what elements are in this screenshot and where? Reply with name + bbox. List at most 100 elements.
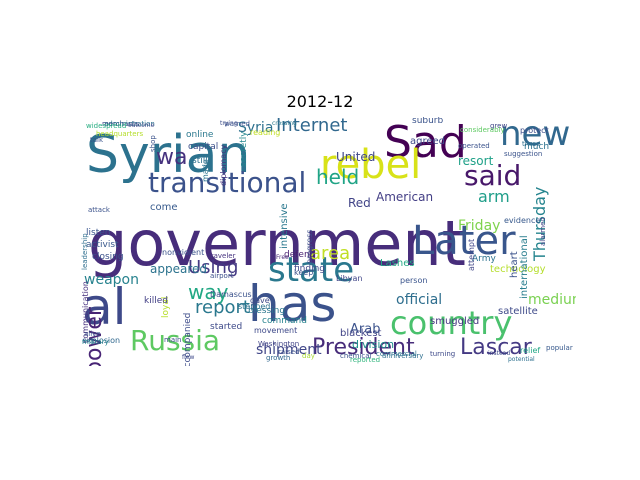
cloud-word: arm xyxy=(478,187,510,206)
cloud-word: nonviolent xyxy=(162,248,205,257)
cloud-word: warned xyxy=(224,120,250,128)
chart-title: 2012-12 xyxy=(286,92,354,111)
cloud-word: talk xyxy=(90,136,104,144)
cloud-word: activist xyxy=(86,240,119,250)
cloud-word: diplomacy xyxy=(219,144,228,186)
cloud-word: reading xyxy=(250,128,281,137)
cloud-word: satellite xyxy=(498,306,538,317)
cloud-word: traveler xyxy=(208,252,236,260)
cloud-word: President xyxy=(312,335,415,360)
cloud-word: Libyan xyxy=(336,274,363,283)
cloud-word: report xyxy=(195,297,250,318)
cloud-word: Internet xyxy=(276,117,348,136)
cloud-word: capital xyxy=(188,142,219,152)
cloud-word: killed xyxy=(144,296,168,306)
cloud-word: merchants xyxy=(102,120,140,128)
cloud-word: outcome xyxy=(128,122,155,129)
cloud-word: movement xyxy=(254,326,298,335)
cloud-word: heart xyxy=(509,251,520,278)
cloud-word: explosion xyxy=(82,336,121,345)
cloud-word: airport xyxy=(210,272,234,280)
cloud-word: chemical xyxy=(340,352,372,360)
cloud-word: evidence xyxy=(504,216,541,225)
cloud-word: Free xyxy=(276,254,289,261)
cloud-word: blessing xyxy=(248,306,286,316)
cloud-word: Russia xyxy=(130,324,221,357)
cloud-word: rebel xyxy=(320,142,422,188)
cloud-word: progress xyxy=(305,229,314,264)
cloud-word: area xyxy=(310,243,351,264)
cloud-word: come xyxy=(150,202,178,213)
cloud-word: online xyxy=(186,130,214,140)
cloud-word: United xyxy=(336,150,376,164)
cloud-word: held xyxy=(316,165,360,189)
cloud-word: closing xyxy=(92,252,124,262)
cloud-word: secretly xyxy=(239,131,249,167)
cloud-word: alive xyxy=(84,330,101,338)
cloud-word: blackest xyxy=(340,328,382,339)
cloud-word: headquarters xyxy=(96,130,144,138)
cloud-word: leadership xyxy=(81,233,89,270)
cloud-word: person xyxy=(400,276,428,285)
cloud-word: trying xyxy=(220,120,238,127)
cloud-word: widespread xyxy=(86,122,127,130)
cloud-word: Syrian xyxy=(86,125,251,185)
cloud-word: smuggled xyxy=(430,316,480,327)
cloud-word: has xyxy=(248,275,337,333)
cloud-word: American xyxy=(376,190,434,204)
cloud-word: three xyxy=(522,140,541,148)
cloud-word: defend xyxy=(284,250,316,260)
cloud-word: Damascus xyxy=(210,290,252,299)
cloud-word: administration xyxy=(104,120,155,128)
cloud-word: stepped xyxy=(238,302,271,311)
cloud-word: protect xyxy=(520,126,549,135)
cloud-word: turning xyxy=(430,350,456,358)
cloud-word: weapon xyxy=(84,272,139,288)
cloud-word: anniversary xyxy=(382,352,424,360)
cloud-word: Syria xyxy=(238,120,274,136)
cloud-word: alarmed xyxy=(539,217,547,246)
cloud-word: crossing xyxy=(272,120,297,127)
cloud-word: popular xyxy=(546,344,573,352)
cloud-word: started xyxy=(210,322,243,332)
cloud-word: commercial xyxy=(376,350,417,358)
cloud-word: flew xyxy=(182,354,195,361)
cloud-word: command xyxy=(262,316,307,326)
cloud-word: suggestion xyxy=(504,150,543,158)
cloud-word: way xyxy=(188,280,229,304)
cloud-word: instead xyxy=(488,350,511,357)
cloud-word: Sad xyxy=(384,117,467,168)
cloud-word: wa xyxy=(156,145,188,170)
cloud-word: suburb xyxy=(412,117,444,126)
cloud-word: Using xyxy=(188,257,239,278)
cloud-word: government xyxy=(88,207,466,280)
cloud-word: al xyxy=(82,278,127,336)
cloud-word: operated xyxy=(458,142,490,150)
cloud-word: medium xyxy=(528,292,576,308)
cloud-word: shipment xyxy=(256,342,322,358)
cloud-word: keep xyxy=(294,268,314,277)
cloud-word: division xyxy=(352,338,395,351)
cloud-word: attempt xyxy=(467,238,476,271)
cloud-word: international xyxy=(519,235,530,299)
cloud-word: state xyxy=(268,250,355,290)
cloud-word: country xyxy=(390,304,513,342)
cloud-word: transitional xyxy=(148,166,307,199)
cloud-word: day xyxy=(302,352,315,360)
cloud-word: military xyxy=(82,338,109,346)
cloud-word: appeared xyxy=(150,262,207,276)
cloud-word: Arab xyxy=(350,322,381,337)
cloud-word: main xyxy=(164,336,182,344)
cloud-word: Friday xyxy=(458,218,501,234)
cloud-word: raised xyxy=(278,348,300,356)
cloud-word: resort xyxy=(458,154,494,168)
cloud-word: gave xyxy=(250,296,270,305)
cloud-word: Washington xyxy=(258,340,300,348)
cloud-word: agreed xyxy=(410,136,446,147)
cloud-word: listen xyxy=(86,228,111,238)
cloud-word: still xyxy=(192,156,208,166)
cloud-word: Red xyxy=(348,196,371,210)
cloud-word: technology xyxy=(490,264,546,275)
cloud-word: much xyxy=(524,142,550,152)
cloud-word: considerably xyxy=(460,126,505,134)
